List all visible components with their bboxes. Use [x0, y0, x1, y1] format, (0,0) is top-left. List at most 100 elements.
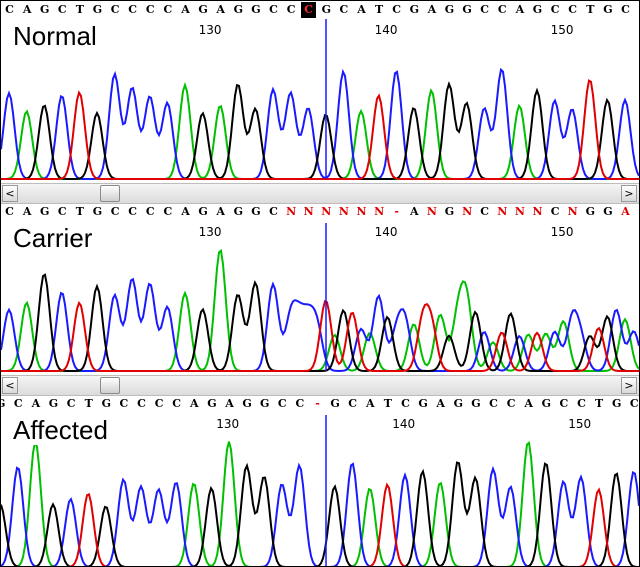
base-call: C: [568, 3, 578, 16]
position-tick-label: 150: [568, 417, 592, 431]
base-call: N: [303, 205, 314, 218]
base-call: G: [409, 3, 419, 16]
trace-line-C: [1, 462, 639, 566]
base-call: G: [603, 3, 613, 16]
base-call: C: [480, 205, 490, 218]
base-call: C: [550, 3, 560, 16]
base-call: C: [110, 205, 120, 218]
base-call: T: [84, 397, 93, 410]
position-tick-label: 130: [198, 23, 222, 37]
base-call: C: [57, 205, 67, 218]
base-call: C: [119, 397, 129, 410]
base-call: C: [128, 3, 138, 16]
base-call: C: [5, 205, 14, 218]
scroll-left-button[interactable]: <: [2, 185, 18, 202]
base-call: N: [321, 205, 332, 218]
base-call: C: [145, 205, 155, 218]
trace-line-G: [1, 80, 639, 180]
base-call: G: [92, 3, 103, 16]
trace-line-A: [1, 438, 639, 566]
base-call: G: [207, 397, 217, 410]
base-call: C: [339, 3, 349, 16]
trace-line-G: [1, 461, 639, 566]
base-call: N: [514, 205, 525, 218]
base-call: C: [57, 3, 67, 16]
base-call: C: [172, 397, 182, 410]
base-call: C: [13, 397, 23, 410]
base-call: C: [506, 397, 516, 410]
base-call: G: [233, 3, 243, 16]
base-call: C: [295, 397, 305, 410]
base-call: G: [532, 3, 543, 16]
base-call: G: [251, 205, 261, 218]
base-call: C: [269, 205, 278, 218]
scroll-right-button[interactable]: >: [621, 377, 637, 394]
base-call: G: [39, 3, 50, 16]
base-call: G: [541, 397, 551, 410]
trace-carrier: [1, 223, 639, 373]
base-call: C: [348, 397, 358, 410]
base-call: C: [286, 3, 296, 16]
trace-affected: [1, 415, 639, 566]
base-call: C: [5, 3, 14, 16]
base-call: C: [392, 3, 402, 16]
base-call: C: [401, 397, 410, 410]
position-tick-label: 140: [374, 225, 398, 239]
base-call: C: [301, 2, 317, 18]
horizontal-scrollbar-carrier[interactable]: < >: [1, 375, 639, 396]
base-call: C: [137, 397, 146, 410]
position-tick-label: 150: [550, 23, 574, 37]
scroll-right-button[interactable]: >: [621, 185, 637, 202]
base-call: A: [515, 3, 525, 16]
trace-line-G: [1, 273, 639, 373]
base-call: C: [489, 397, 498, 410]
base-call: T: [75, 3, 84, 16]
base-call: G: [471, 397, 481, 410]
base-call: G: [233, 205, 243, 218]
base-call: A: [410, 205, 419, 218]
base-call: N: [356, 205, 367, 218]
base-call: A: [357, 3, 366, 16]
base-call: G: [444, 3, 455, 16]
base-call: C: [154, 397, 164, 410]
trace-normal: [1, 19, 639, 180]
base-call: C: [277, 397, 287, 410]
panel-label-carrier: Carrier: [11, 223, 95, 253]
base-call: A: [181, 205, 190, 218]
position-tick-label: 130: [216, 417, 240, 431]
base-call: N: [286, 205, 297, 218]
panel-label-normal: Normal: [11, 21, 99, 51]
base-call: G: [101, 397, 111, 410]
base-call: G: [330, 397, 340, 410]
base-call: G: [453, 397, 463, 410]
base-call: C: [145, 3, 155, 16]
base-call: A: [216, 205, 225, 218]
scroll-thumb[interactable]: [100, 377, 120, 394]
base-call: N: [462, 205, 473, 218]
base-call: C: [497, 3, 507, 16]
base-call: G: [39, 205, 50, 218]
base-call: G: [462, 3, 472, 16]
base-call: A: [427, 3, 437, 16]
base-call: N: [532, 205, 543, 218]
base-call: G: [251, 3, 261, 16]
base-call: C: [110, 3, 120, 16]
base-call: C: [559, 397, 569, 410]
base-call: -: [315, 397, 320, 410]
base-call: A: [31, 397, 41, 410]
scroll-thumb[interactable]: [100, 185, 120, 202]
base-call: G: [603, 205, 613, 218]
base-call: C: [163, 205, 173, 218]
scroll-left-button[interactable]: <: [2, 377, 18, 394]
position-tick-label: 130: [198, 225, 222, 239]
base-call: G: [585, 205, 595, 218]
horizontal-scrollbar-normal[interactable]: < >: [1, 183, 639, 204]
base-call: C: [128, 205, 138, 218]
position-tick-label: 140: [374, 23, 398, 37]
base-call: A: [181, 3, 190, 16]
base-call: A: [524, 397, 533, 410]
base-call: G: [198, 3, 208, 16]
